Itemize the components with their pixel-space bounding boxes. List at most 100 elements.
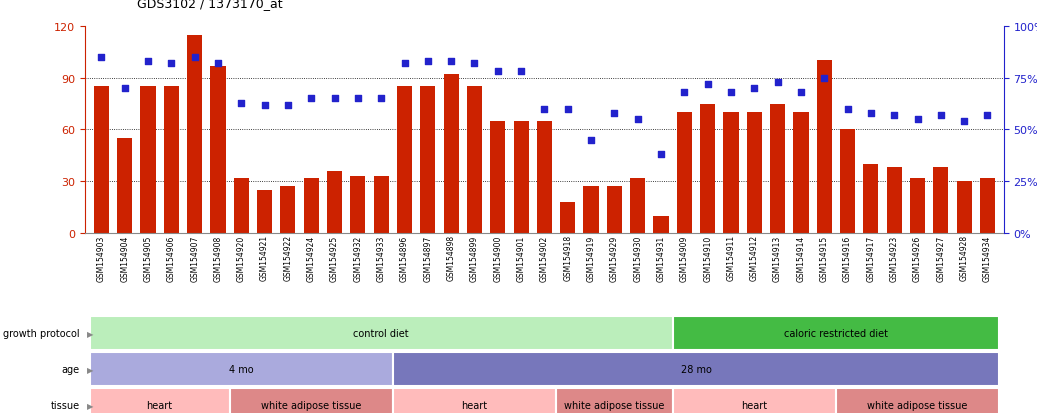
Bar (887, 168, 902, 233)
Point (932, 112, 949, 119)
Bar (747, 113, 762, 233)
Point (769, 79, 786, 86)
Point (349, 96, 366, 102)
Bar (607, 187, 622, 233)
Point (327, 96, 343, 102)
Bar (393, 353, 1000, 386)
Bar (836, 389, 1000, 413)
Point (536, 106, 553, 113)
Bar (956, 182, 972, 233)
Point (396, 61, 413, 67)
Bar (491, 121, 505, 233)
Text: 28 mo: 28 mo (680, 364, 711, 375)
Bar (556, 389, 673, 413)
Point (559, 106, 576, 113)
Text: control diet: control diet (354, 328, 409, 339)
Text: ▶: ▶ (87, 365, 93, 374)
Bar (373, 177, 389, 233)
Bar (537, 121, 552, 233)
Bar (327, 171, 342, 233)
Bar (351, 177, 365, 233)
Bar (164, 87, 179, 233)
Bar (397, 87, 412, 233)
Bar (909, 178, 925, 233)
Point (187, 55, 203, 61)
Point (629, 116, 646, 123)
Bar (89, 317, 673, 350)
Bar (933, 168, 949, 233)
Bar (117, 139, 133, 233)
Bar (444, 75, 458, 233)
Point (256, 102, 273, 109)
Bar (653, 216, 669, 233)
Point (723, 90, 739, 96)
Point (116, 85, 133, 92)
Point (140, 59, 157, 65)
Point (93, 55, 110, 61)
Bar (467, 87, 482, 233)
Point (839, 106, 856, 113)
Bar (187, 36, 202, 233)
Text: heart: heart (741, 400, 767, 411)
Point (676, 90, 693, 96)
Bar (980, 178, 996, 233)
Text: ▶: ▶ (87, 401, 93, 410)
Bar (89, 389, 229, 413)
Point (233, 100, 250, 107)
Point (886, 112, 902, 119)
Bar (673, 317, 1000, 350)
Point (979, 112, 996, 119)
Text: 4 mo: 4 mo (229, 364, 254, 375)
Text: tissue: tissue (51, 400, 80, 411)
Bar (513, 121, 529, 233)
Bar (211, 66, 225, 233)
Text: growth protocol: growth protocol (3, 328, 80, 339)
Bar (864, 164, 878, 233)
Bar (793, 113, 809, 233)
Point (583, 137, 599, 144)
Bar (677, 113, 692, 233)
Bar (560, 202, 576, 233)
Point (792, 90, 809, 96)
Bar (840, 130, 856, 233)
Point (746, 85, 762, 92)
Point (280, 102, 297, 109)
Bar (229, 389, 393, 413)
Text: white adipose tissue: white adipose tissue (867, 400, 968, 411)
Point (956, 119, 973, 125)
Point (699, 81, 716, 88)
Point (467, 61, 483, 67)
Bar (93, 87, 109, 233)
Point (909, 116, 926, 123)
Point (816, 75, 833, 82)
Point (420, 59, 437, 65)
Text: age: age (62, 364, 80, 375)
Bar (280, 187, 296, 233)
Bar (817, 61, 832, 233)
Bar (257, 190, 272, 233)
Bar (673, 389, 836, 413)
Point (209, 61, 226, 67)
Bar (770, 104, 785, 233)
Text: GDS3102 / 1373170_at: GDS3102 / 1373170_at (137, 0, 282, 10)
Text: heart: heart (146, 400, 173, 411)
Point (606, 110, 622, 117)
Bar (584, 187, 598, 233)
Bar (304, 178, 318, 233)
Bar (393, 389, 556, 413)
Point (513, 69, 530, 76)
Point (163, 61, 179, 67)
Bar (700, 104, 716, 233)
Bar (233, 178, 249, 233)
Point (373, 96, 390, 102)
Text: caloric restricted diet: caloric restricted diet (784, 328, 888, 339)
Bar (630, 178, 645, 233)
Bar (89, 353, 393, 386)
Text: heart: heart (461, 400, 487, 411)
Bar (420, 87, 436, 233)
Bar (724, 113, 738, 233)
Bar (140, 87, 156, 233)
Text: white adipose tissue: white adipose tissue (261, 400, 362, 411)
Text: ▶: ▶ (87, 329, 93, 338)
Point (303, 96, 319, 102)
